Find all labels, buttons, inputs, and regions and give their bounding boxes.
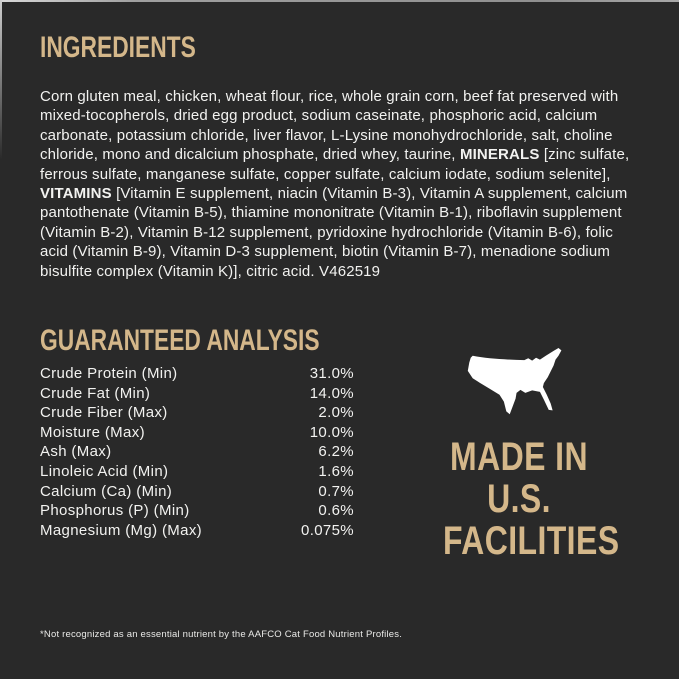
analysis-value: 0.7% bbox=[318, 482, 354, 500]
analysis-row: Linoleic Acid (Min) 1.6% bbox=[40, 462, 354, 482]
package-top-edge bbox=[0, 0, 679, 2]
ingredient-segment: [zinc sulfate, ferrous sulfate, manganes… bbox=[40, 146, 630, 183]
guaranteed-analysis-heading-text: GUARANTEED ANALYSIS bbox=[40, 324, 320, 357]
analysis-value: 2.0% bbox=[318, 404, 354, 422]
ingredients-heading: INGREDIENTS bbox=[40, 33, 245, 63]
analysis-row: Phosphorus (P) (Min) 0.6% bbox=[40, 501, 354, 521]
analysis-value: 14.0% bbox=[309, 384, 354, 402]
guaranteed-analysis-heading: GUARANTEED ANALYSIS bbox=[40, 326, 408, 356]
analysis-row: Crude Protein (Min) 31.0% bbox=[40, 364, 354, 384]
analysis-row: Magnesium (Mg) (Max) 0.075% bbox=[40, 521, 354, 541]
made-in-line-1: MADE IN bbox=[450, 435, 588, 479]
analysis-row: Ash (Max) 6.2% bbox=[40, 442, 354, 462]
analysis-value: 6.2% bbox=[318, 443, 354, 461]
analysis-row: Crude Fat (Min) 14.0% bbox=[40, 384, 354, 404]
analysis-label: Crude Protein (Min) bbox=[40, 365, 178, 382]
analysis-label: Calcium (Ca) (Min) bbox=[40, 482, 173, 500]
made-in-line-2: U.S. bbox=[487, 477, 551, 521]
analysis-value: 1.6% bbox=[318, 462, 354, 480]
analysis-value: 10.0% bbox=[309, 423, 354, 441]
ingredient-segment: Corn gluten meal, chicken, wheat flour, … bbox=[40, 88, 619, 164]
ingredient-segment: [Vitamin E supplement, niacin (Vitamin B… bbox=[40, 185, 628, 280]
usa-map-icon bbox=[467, 347, 562, 415]
ingredients-heading-text: INGREDIENTS bbox=[40, 31, 196, 64]
analysis-label: Crude Fiber (Max) bbox=[40, 404, 168, 422]
footnote-text: *Not recognized as an essential nutrient… bbox=[40, 629, 403, 640]
package-left-edge bbox=[0, 0, 2, 160]
analysis-label: Crude Fat (Min) bbox=[40, 384, 151, 402]
analysis-value: 0.6% bbox=[318, 502, 354, 520]
analysis-label: Phosphorus (P) (Min) bbox=[40, 502, 190, 520]
analysis-row: Crude Fiber (Max) 2.0% bbox=[40, 403, 354, 423]
made-in-us-facilities: MADE IN U.S. FACILITIES bbox=[424, 435, 620, 563]
analysis-row: Calcium (Ca) (Min) 0.7% bbox=[40, 482, 354, 502]
analysis-label: Magnesium (Mg) (Max) bbox=[40, 521, 203, 539]
guaranteed-analysis-table: Crude Protein (Min) 31.0% Crude Fat (Min) 1… bbox=[40, 364, 354, 540]
analysis-value: 0.075% bbox=[301, 521, 354, 539]
analysis-label: Ash (Max) bbox=[40, 443, 112, 461]
ingredients-text: Corn gluten meal, chicken, wheat flour, … bbox=[40, 87, 641, 281]
analysis-value: 31.0% bbox=[309, 365, 354, 382]
made-in-line-3: FACILITIES bbox=[443, 519, 620, 563]
analysis-label: Moisture (Max) bbox=[40, 423, 145, 441]
ingredient-segment: MINERALS bbox=[459, 146, 540, 164]
analysis-row: Moisture (Max) 10.0% bbox=[40, 423, 354, 443]
ingredient-segment: VITAMINS bbox=[40, 185, 112, 203]
analysis-label: Linoleic Acid (Min) bbox=[40, 462, 169, 480]
